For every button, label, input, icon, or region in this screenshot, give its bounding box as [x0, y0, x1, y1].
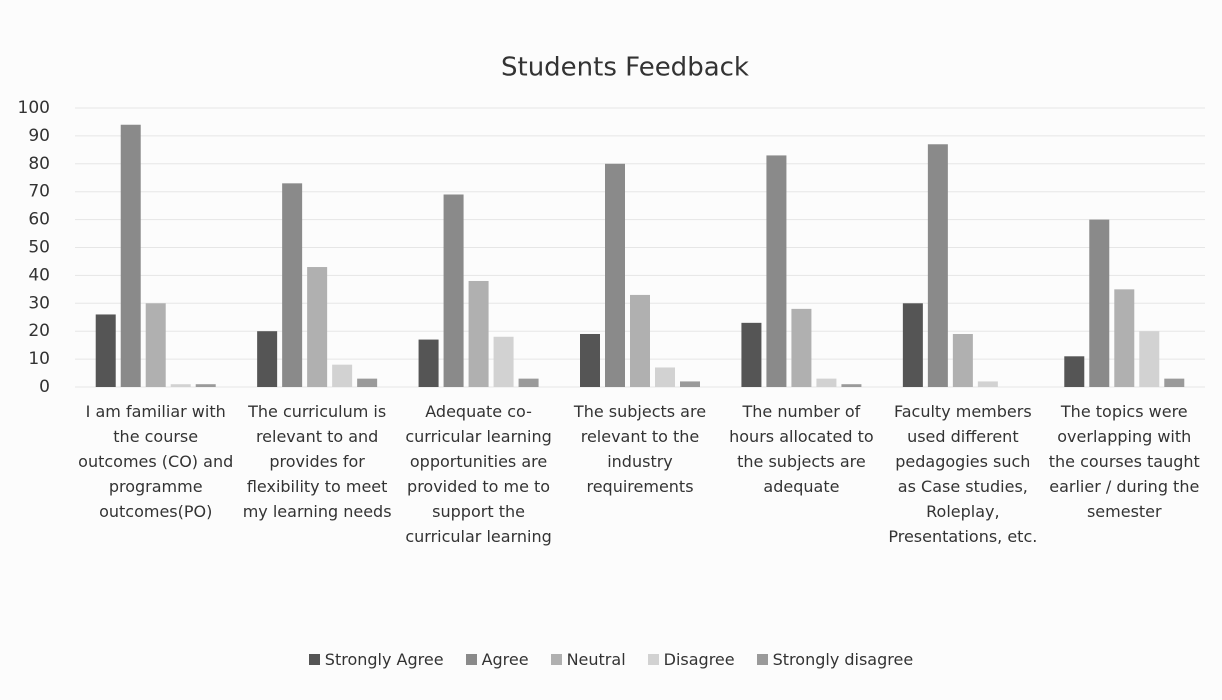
bar [257, 331, 278, 387]
bar [195, 384, 216, 387]
bar [977, 381, 998, 387]
legend-label: Agree [481, 650, 529, 669]
bar [1164, 378, 1185, 387]
bar [1064, 356, 1085, 387]
bar [902, 303, 923, 387]
x-tick-label: The curriculum is relevant to and provid… [242, 402, 392, 521]
legend-swatch [550, 654, 562, 665]
bar [145, 303, 166, 387]
legend-label: Strongly Agree [324, 650, 444, 669]
bar [357, 378, 378, 387]
y-tick-label: 50 [28, 238, 50, 258]
bar [741, 322, 762, 387]
bar [766, 155, 787, 387]
bar [605, 163, 625, 387]
bar [307, 267, 328, 387]
bar [493, 336, 514, 387]
bar [468, 280, 489, 387]
y-tick-label: 10 [28, 349, 50, 369]
bar [1089, 219, 1110, 387]
bar [927, 144, 948, 387]
y-tick-label: 40 [28, 265, 50, 285]
bar [95, 314, 116, 387]
legend: Strongly Agree Agree Neutral Disagree Strong… [0, 650, 1222, 669]
y-tick-label: 90 [28, 126, 50, 146]
bar [655, 367, 675, 387]
bar [1139, 331, 1160, 387]
bar [120, 124, 141, 388]
x-tick-label: Faculty members used different pedagogie… [888, 402, 1038, 546]
bar [443, 194, 464, 387]
bar [332, 364, 353, 387]
y-tick-label: 70 [28, 182, 50, 202]
x-tick-label: Adequate co-curricular learning opportun… [405, 402, 552, 546]
x-tick-label: The number of hours allocated to the sub… [729, 402, 874, 496]
x-tick-label: The subjects are relevant to the industr… [573, 402, 707, 496]
x-tick-label: I am familiar with the course outcomes (… [78, 402, 234, 521]
legend-item: Strongly disagree [756, 650, 914, 669]
legend-item: Agree [465, 650, 529, 669]
legend-swatch [647, 654, 659, 665]
bar [282, 183, 303, 387]
bar [680, 381, 700, 387]
y-tick-label: 0 [39, 377, 50, 397]
y-tick-label: 100 [18, 98, 50, 118]
bar [630, 294, 650, 387]
y-tick-label: 60 [28, 210, 50, 230]
x-tick-label: The topics were overlapping with the cou… [1048, 402, 1200, 521]
legend-label: Neutral [566, 650, 626, 669]
legend-label: Disagree [663, 650, 735, 669]
bar [816, 378, 837, 387]
y-tick-label: 30 [28, 293, 50, 313]
bar [791, 308, 812, 387]
legend-label: Strongly disagree [772, 650, 914, 669]
legend-item: Disagree [647, 650, 735, 669]
chart-title: Students Feedback [501, 53, 749, 83]
legend-item: Strongly Agree [308, 650, 444, 669]
legend-swatch [756, 654, 768, 665]
legend-swatch [308, 654, 320, 665]
bar [580, 333, 600, 387]
y-tick-label: 80 [28, 154, 50, 174]
bar [1114, 289, 1135, 387]
bar [170, 384, 191, 387]
legend-swatch [465, 654, 477, 665]
bar [518, 378, 539, 387]
bar [841, 384, 862, 387]
bar [952, 333, 973, 387]
y-tick-label: 20 [28, 321, 50, 341]
bar [418, 339, 439, 387]
legend-item: Neutral [550, 650, 626, 669]
